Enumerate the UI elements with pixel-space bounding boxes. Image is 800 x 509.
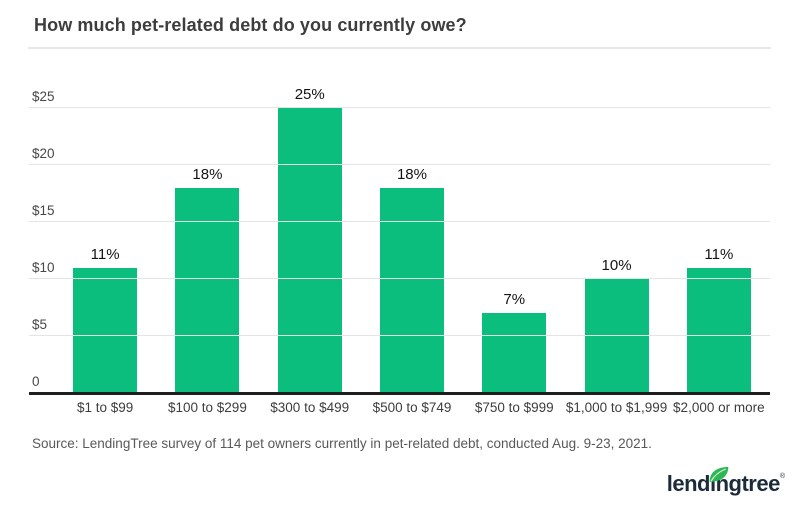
bars-container: 11% 18% 25% 18% 7% 10% 11% [54, 86, 770, 393]
gridline-10 [29, 278, 770, 279]
y-axis-label-20: $20 [32, 146, 55, 161]
bar-slot-0: 11% [54, 108, 156, 393]
bar-6 [686, 267, 751, 393]
bar-slot-1: 18% [156, 108, 258, 393]
source-note: Source: LendingTree survey of 114 pet ow… [32, 436, 652, 451]
bar-value-label-0: 11% [90, 245, 120, 263]
x-axis-baseline [29, 392, 770, 395]
bar-value-label-3: 18% [396, 165, 427, 183]
title-divider [28, 47, 771, 49]
bar-4 [482, 313, 547, 393]
x-axis-label-2: $300 to $499 [270, 400, 350, 415]
y-axis-label-25: $25 [32, 89, 55, 104]
x-axis-label-0: $1 to $99 [76, 400, 134, 415]
bar-5 [584, 279, 649, 393]
bar-3 [379, 187, 444, 393]
y-axis-label-0: 0 [32, 374, 40, 389]
bar-2 [277, 108, 342, 393]
leaf-icon [708, 466, 730, 483]
bar-value-label-5: 10% [601, 257, 632, 274]
gridline-5 [29, 335, 770, 336]
x-axis-label-5: $1,000 to $1,999 [565, 400, 668, 415]
logo-text-post: ngtree [715, 471, 781, 496]
bar-1 [175, 187, 240, 393]
y-axis-label-15: $15 [32, 203, 55, 218]
plot-area: 11% 18% 25% 18% 7% 10% 11% $1 to $99 $100 to $2… [29, 86, 770, 415]
logo-letter-i: ı [709, 466, 729, 497]
x-axis-label-3: $500 to $749 [372, 400, 452, 415]
bar-slot-3: 18% [361, 108, 463, 393]
x-axis-label-4: $750 to $999 [474, 400, 554, 415]
bar-slot-4: 7% [463, 108, 565, 393]
y-axis-label-5: $5 [32, 317, 48, 332]
gridline-15 [29, 221, 770, 222]
chart-title: How much pet-related debt do you current… [34, 15, 467, 35]
bar-0 [73, 267, 138, 393]
bar-slot-2: 25% [259, 86, 361, 393]
x-axis-label-1: $100 to $299 [168, 400, 247, 415]
bar-value-label-2: 25% [294, 86, 325, 103]
x-axis-label-6: $2,000 or more [673, 400, 765, 415]
bar-slot-5: 10% [565, 108, 667, 393]
gridline-25 [29, 107, 770, 108]
bar-value-label-4: 7% [503, 291, 526, 309]
y-axis-label-10: $10 [32, 260, 55, 275]
bar-value-label-1: 18% [192, 165, 223, 183]
x-axis-labels: $1 to $99 $100 to $299 $300 to $499 $500 to… [54, 400, 770, 415]
logo-text-pre: lend [666, 471, 711, 496]
bar-value-label-6: 11% [704, 245, 734, 263]
registered-mark: ® [779, 473, 785, 480]
lendingtree-logo: lendı ngtree® [666, 466, 785, 497]
gridline-20 [29, 164, 770, 165]
bar-slot-6: 11% [668, 108, 770, 393]
